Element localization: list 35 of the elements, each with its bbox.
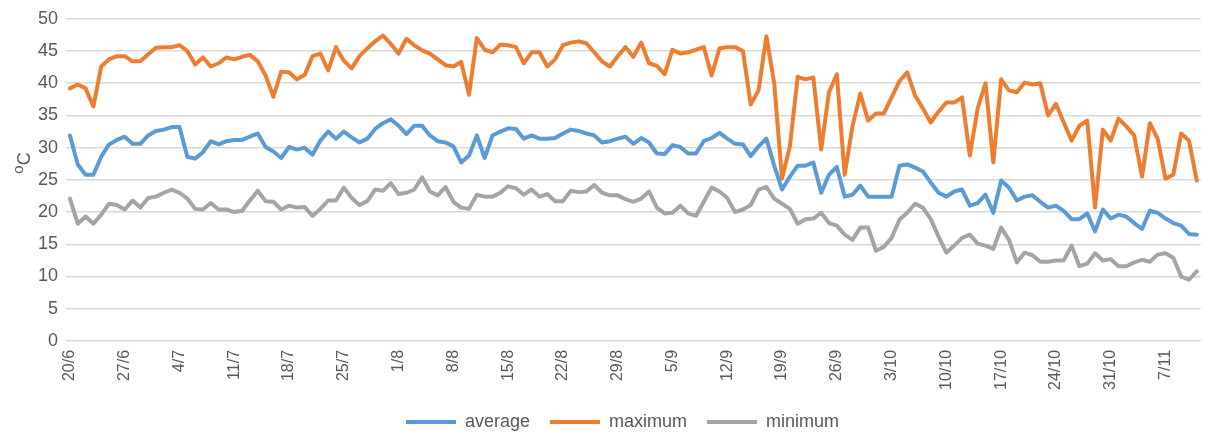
- x-tick-label: 10/10: [936, 349, 954, 391]
- y-tick-label: 15: [37, 233, 59, 254]
- x-tick-label: 3/10: [882, 349, 899, 382]
- x-tick-label: 31/10: [1101, 349, 1119, 391]
- x-tick-label: 20/6: [60, 349, 78, 382]
- x-tick-label: 17/10: [991, 349, 1009, 391]
- legend-label: maximum: [609, 410, 688, 431]
- x-tick-label: 25/7: [334, 349, 352, 382]
- x-tick-label: 18/7: [279, 349, 297, 382]
- y-tick-label: 20: [37, 201, 59, 222]
- y-tick-label: 40: [37, 72, 59, 93]
- x-tick-label: 29/8: [608, 349, 626, 382]
- x-tick-label: 26/9: [827, 349, 845, 382]
- x-tick-label: 19/9: [772, 349, 790, 382]
- x-tick-label: 27/6: [115, 349, 133, 382]
- x-tick-label: 5/9: [662, 349, 680, 373]
- x-tick-label: 22/8: [553, 349, 571, 382]
- y-tick-label: 10: [37, 265, 59, 286]
- y-tick-label: 50: [37, 7, 59, 28]
- y-tick-label: 0: [48, 329, 59, 350]
- x-tick-label: 15/8: [498, 349, 516, 382]
- y-tick-label: 45: [37, 39, 59, 60]
- x-tick-label: 1/8: [389, 349, 407, 373]
- y-tick-label: 30: [37, 136, 59, 157]
- legend-label: minimum: [766, 410, 840, 431]
- x-tick-label: 7/11: [1155, 349, 1173, 380]
- y-tick-label: 25: [37, 168, 59, 189]
- x-tick-label: 12/9: [717, 349, 735, 382]
- x-tick-label: 8/8: [443, 349, 461, 373]
- legend-label: average: [464, 410, 531, 431]
- x-tick-label: 11/7: [224, 349, 242, 380]
- x-tick-label: 4/7: [169, 349, 187, 373]
- x-tick-label: 24/10: [1046, 349, 1064, 391]
- y-tick-label: 35: [37, 104, 59, 125]
- y-tick-label: 5: [48, 297, 59, 318]
